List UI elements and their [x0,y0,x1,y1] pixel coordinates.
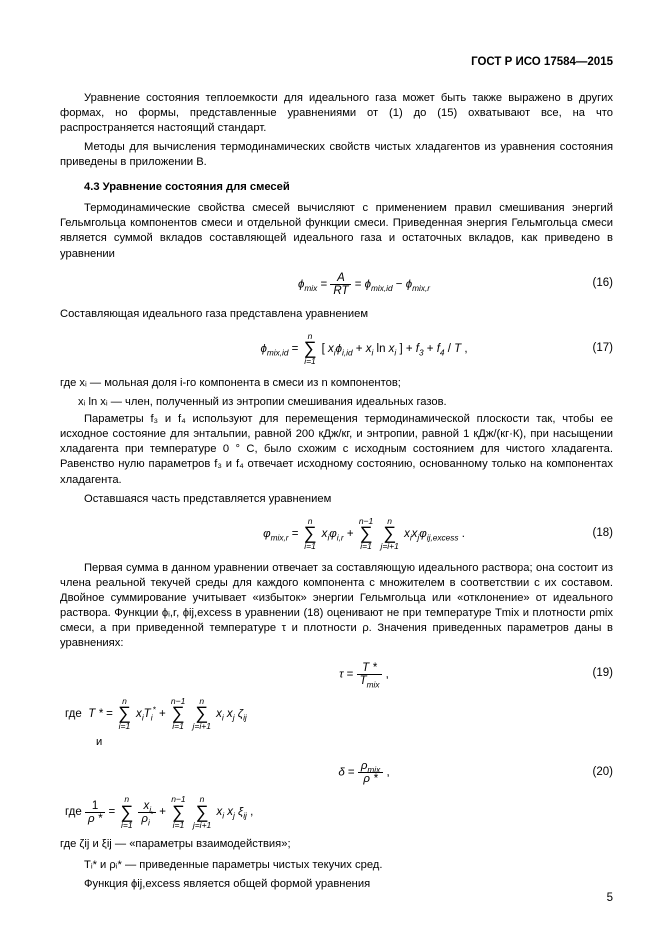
equation-number: (17) [553,341,613,357]
equation-number: (19) [553,666,613,682]
equation-where-19: где T * = n∑i=1 xiTi* + n−1∑i=1 n∑j=i+1 … [60,697,613,731]
equation-19: τ = T *Tmix , (19) [60,662,613,687]
paragraph: Оставшаяся часть представляется уравнени… [60,492,613,507]
page-number: 5 [607,891,613,907]
equation-16: ϕmix = ART = ϕmix,id − ϕmix,r (16) [60,272,613,297]
document-page: ГОСТ Р ИСО 17584—2015 Уравнение состояни… [0,0,661,935]
where-clause: xᵢ ln xᵢ — член, полученный из энтропии … [60,395,613,410]
paragraph: Первая сумма в данном уравнении отвечает… [60,561,613,652]
tstar-label: T * [88,708,103,720]
where-clause: где xᵢ — мольная доля i-го компонента в … [60,376,613,391]
where-label: где [65,708,82,720]
separator-i: и [60,735,613,750]
equation-17: ϕmix,id = n∑i=1 [ xiϕi,id + xi ln xi ] +… [60,332,613,366]
where-clause: Tᵢ* и ρᵢ* — приведенные параметры чистых… [60,858,613,873]
paragraph: Параметры f₃ и f₄ используют для перемещ… [60,412,613,488]
paragraph: Термодинамические свойства смесей вычисл… [60,201,613,261]
paragraph: Методы для вычисления термодинамических … [60,140,613,170]
equation-where-20: где 1ρ * = n∑i=1 xiρi* + n−1∑i=1 n∑j=i+1… [60,795,613,829]
section-heading-4-3: 4.3 Уравнение состояния для смесей [60,180,613,195]
equation-number: (20) [553,765,613,781]
where-clause: Функция ϕij,excess является общей формой… [60,877,613,892]
equation-number: (18) [553,526,613,542]
paragraph: Уравнение состояния теплоемкости для иде… [60,91,613,136]
header-standard-code: ГОСТ Р ИСО 17584—2015 [60,55,613,71]
equation-18: φmix,r = n∑i=1 xiφi,r + n−1∑i=1 n∑j=i+1 … [60,517,613,551]
where-clause: где ζij и ξij — «параметры взаимодействи… [60,837,613,852]
equation-20: δ = ρmixρ * , (20) [60,760,613,785]
equation-number: (16) [553,276,613,292]
paragraph: Составляющая идеального газа представлен… [60,307,613,322]
where-label: где [65,806,85,818]
